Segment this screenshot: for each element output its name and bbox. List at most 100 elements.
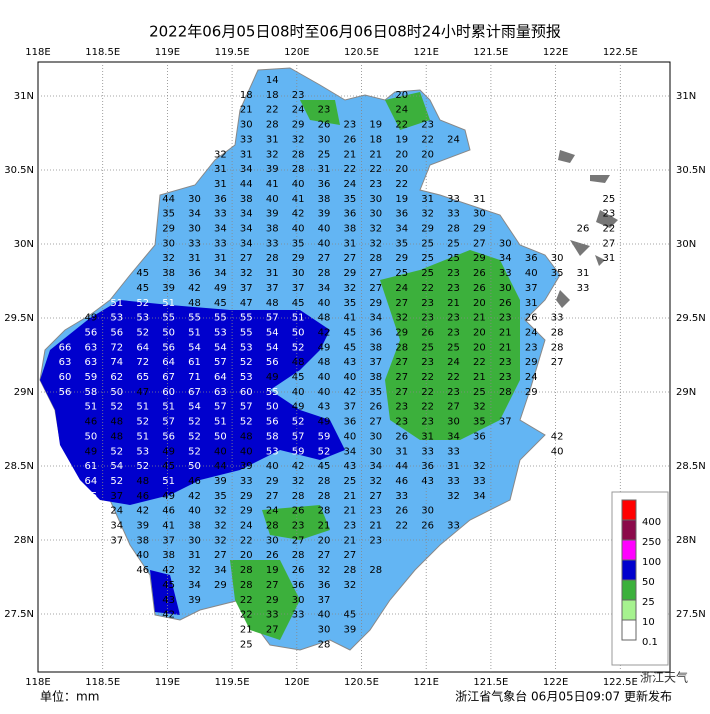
station-value: 52	[136, 461, 149, 472]
station-value: 31	[214, 164, 227, 175]
station-value: 25	[473, 387, 486, 398]
lon-label: 120E	[284, 47, 309, 58]
station-value: 27	[266, 491, 279, 502]
station-value: 42	[292, 461, 305, 472]
station-value: 51	[162, 298, 175, 309]
station-value: 49	[162, 446, 175, 457]
station-value: 52	[292, 417, 305, 428]
station-value: 43	[162, 595, 175, 606]
station-value: 34	[188, 580, 201, 591]
station-value: 53	[136, 610, 149, 621]
footer: 浙江省气象台 06月05日09:07 更新发布	[455, 689, 672, 704]
station-value: 51	[136, 402, 149, 413]
station-value: 22	[421, 134, 434, 145]
station-value: 56	[266, 357, 279, 368]
station-value: 52	[318, 446, 331, 457]
lon-label: 120.5E	[344, 47, 379, 58]
station-value: 40	[318, 610, 331, 621]
station-value: 40	[266, 194, 279, 205]
station-value: 20	[473, 327, 486, 338]
station-value: 24	[266, 506, 279, 517]
station-value: 27	[395, 372, 408, 383]
legend-label: 10	[642, 617, 655, 628]
station-value: 34	[240, 209, 253, 220]
legend-swatch	[621, 559, 637, 581]
station-value: 35	[369, 387, 382, 398]
station-value: 23	[369, 506, 382, 517]
station-value: 31	[318, 164, 331, 175]
station-value: 28	[266, 253, 279, 264]
station-value: 23	[369, 179, 382, 190]
station-value: 54	[188, 342, 201, 353]
station-value: 32	[344, 580, 357, 591]
station-value: 63	[85, 342, 98, 353]
dark-blue-region	[40, 300, 345, 615]
station-value: 40	[188, 506, 201, 517]
graticule: 118E 118E 118.5E 118.5E 119E 119E 119.5E 119.5E…	[4, 47, 706, 688]
station-value: 49	[85, 446, 98, 457]
station-value: 30	[473, 209, 486, 220]
station-value: 45	[214, 298, 227, 309]
legend-label: 0.1	[642, 637, 658, 648]
station-value: 29	[292, 120, 305, 131]
station-value: 43	[344, 461, 357, 472]
station-value: 30	[188, 194, 201, 205]
station-value: 38	[188, 521, 201, 532]
station-value: 54	[266, 342, 279, 353]
station-value: 34	[447, 431, 460, 442]
station-value: 45	[136, 268, 149, 279]
lat-label: 30N	[14, 239, 34, 250]
station-value: 26	[292, 506, 305, 517]
station-value: 40	[214, 446, 227, 457]
station-value: 42	[551, 431, 564, 442]
station-value: 26	[421, 327, 434, 338]
station-value: 26	[577, 224, 590, 235]
station-value: 40	[344, 431, 357, 442]
station-values: 14 18 18 23 20 21 22 24 23 24 30 28 29 26 23 19 22 23 33 31…	[59, 75, 616, 650]
lat-label: 27.5N	[676, 609, 706, 620]
station-value: 34	[214, 565, 227, 576]
green-region	[230, 92, 520, 640]
station-value: 28	[318, 491, 331, 502]
station-value: 52	[188, 431, 201, 442]
station-value: 35	[344, 298, 357, 309]
station-value: 28	[292, 550, 305, 561]
station-value: 30	[292, 268, 305, 279]
station-value: 31	[421, 431, 434, 442]
station-value: 38	[162, 550, 175, 561]
station-value: 30	[369, 446, 382, 457]
station-value: 48	[136, 476, 149, 487]
lon-label: 122.5E	[603, 677, 638, 688]
station-value: 37	[162, 535, 175, 546]
station-value: 20	[395, 164, 408, 175]
station-value: 51	[162, 476, 175, 487]
lon-label: 122.5E	[603, 47, 638, 58]
station-value: 31	[395, 446, 408, 457]
station-value: 44	[162, 194, 175, 205]
station-value: 28	[369, 253, 382, 264]
station-value: 35	[395, 238, 408, 249]
legend-swatch	[621, 579, 637, 601]
station-value: 34	[110, 521, 123, 532]
lat-label: 30N	[676, 239, 696, 250]
station-value: 26	[344, 134, 357, 145]
station-value: 30	[369, 209, 382, 220]
station-value: 36	[369, 327, 382, 338]
station-value: 25	[240, 639, 253, 650]
station-value: 28	[447, 224, 460, 235]
station-value: 32	[240, 268, 253, 279]
station-value: 42	[136, 506, 149, 517]
station-value: 72	[110, 342, 123, 353]
station-value: 48	[292, 357, 305, 368]
station-value: 34	[499, 253, 512, 264]
station-value: 40	[292, 387, 305, 398]
station-value: 19	[395, 194, 408, 205]
station-value: 33	[292, 610, 305, 621]
station-value: 22	[421, 387, 434, 398]
station-value: 28	[240, 580, 253, 591]
lon-label: 118.5E	[85, 677, 120, 688]
station-value: 37	[292, 283, 305, 294]
legend-label: 250	[642, 537, 661, 548]
station-value: 21	[473, 313, 486, 324]
station-value: 30	[292, 595, 305, 606]
